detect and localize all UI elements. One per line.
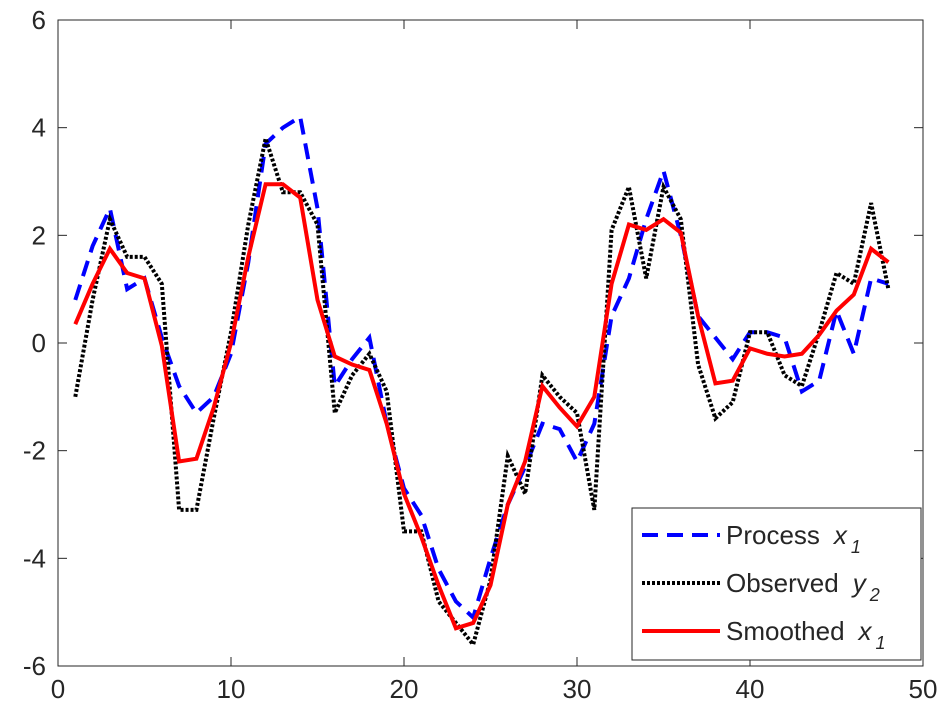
legend-subscript: 2 xyxy=(869,585,880,605)
legend-label: Process x 1 xyxy=(726,520,861,557)
series-line xyxy=(73,182,890,631)
x-tick-label: 50 xyxy=(909,674,938,704)
x-tick-label: 40 xyxy=(736,674,765,704)
x-tick-label: 20 xyxy=(390,674,419,704)
y-tick-label: 2 xyxy=(32,220,46,250)
legend-symbol: y xyxy=(851,568,868,598)
legend-subscript: 1 xyxy=(876,633,886,653)
x-tick-label: 10 xyxy=(217,674,246,704)
legend-symbol: x xyxy=(832,520,848,550)
y-tick-label: -4 xyxy=(23,543,46,573)
legend-symbol: x xyxy=(857,616,873,646)
y-tick-label: -2 xyxy=(23,436,46,466)
y-tick-label: 6 xyxy=(32,5,46,35)
legend-name: Observed xyxy=(726,568,839,598)
legend-label: Smoothed x 1 xyxy=(726,616,886,653)
x-tick-label: 0 xyxy=(51,674,65,704)
x-tick-label: 30 xyxy=(563,674,592,704)
y-tick-label: 0 xyxy=(32,328,46,358)
legend-label: Observed y 2 xyxy=(726,568,880,605)
legend-name: Smoothed xyxy=(726,616,845,646)
series-line xyxy=(73,113,889,622)
legend-subscript: 1 xyxy=(851,537,861,557)
y-tick-label: 4 xyxy=(32,113,46,143)
legend-name: Process xyxy=(726,520,820,550)
y-tick-label: -6 xyxy=(23,651,46,681)
